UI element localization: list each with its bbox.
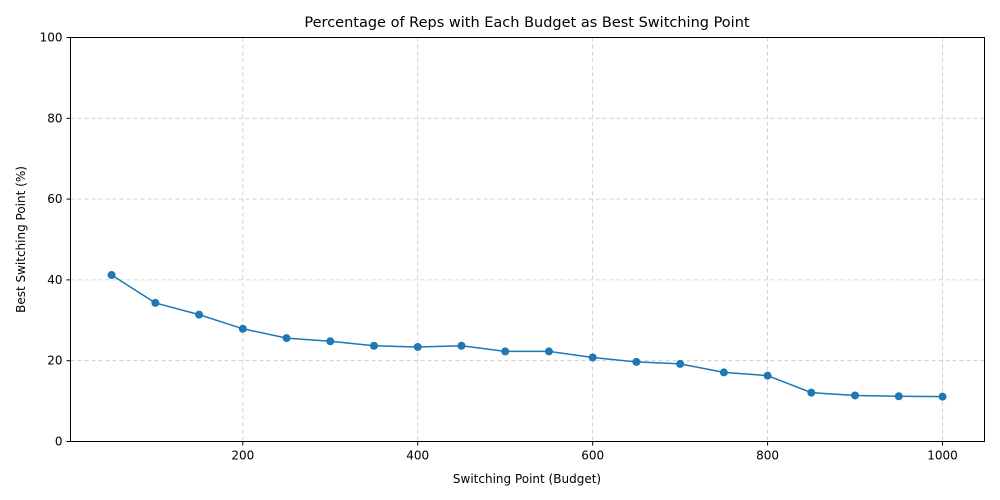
series-layer bbox=[107, 271, 947, 401]
y-tick-label: 40 bbox=[47, 273, 62, 287]
data-point bbox=[938, 392, 947, 401]
data-point bbox=[851, 391, 860, 400]
y-tick-label: 60 bbox=[47, 192, 62, 206]
data-point bbox=[807, 388, 816, 397]
data-point bbox=[588, 353, 597, 362]
data-point bbox=[544, 347, 553, 356]
data-point bbox=[413, 342, 422, 351]
data-point bbox=[763, 371, 772, 380]
data-point bbox=[457, 341, 466, 350]
data-point bbox=[107, 271, 116, 280]
x-tick-label: 1000 bbox=[927, 449, 958, 463]
x-tick-label: 200 bbox=[231, 449, 254, 463]
data-point bbox=[151, 298, 160, 307]
data-point bbox=[370, 341, 379, 350]
x-tick-label: 400 bbox=[406, 449, 429, 463]
data-point bbox=[326, 337, 335, 346]
x-tick-label: 800 bbox=[756, 449, 779, 463]
x-tick-label: 600 bbox=[581, 449, 604, 463]
data-point bbox=[282, 334, 291, 343]
axis-ticks: 200 400 600 800 1000 0 20 40 60 80 100 bbox=[40, 31, 958, 463]
y-tick-label: 20 bbox=[47, 354, 62, 368]
data-point bbox=[676, 359, 685, 368]
y-tick-label: 100 bbox=[40, 31, 63, 45]
chart-title: Percentage of Reps with Each Budget as B… bbox=[304, 15, 749, 31]
plot-frame bbox=[70, 37, 985, 442]
x-axis-label: Switching Point (Budget) bbox=[453, 472, 601, 486]
grid-lines bbox=[70, 37, 985, 442]
series-line bbox=[111, 274, 943, 398]
data-point bbox=[719, 368, 728, 377]
y-tick-label: 80 bbox=[47, 111, 62, 125]
data-point bbox=[238, 324, 247, 333]
data-point bbox=[632, 357, 641, 366]
data-point bbox=[195, 310, 204, 319]
data-point bbox=[894, 392, 903, 401]
y-axis-label: Best Switching Point (%) bbox=[14, 166, 28, 313]
data-point bbox=[501, 347, 510, 356]
y-tick-label: 0 bbox=[55, 435, 63, 449]
